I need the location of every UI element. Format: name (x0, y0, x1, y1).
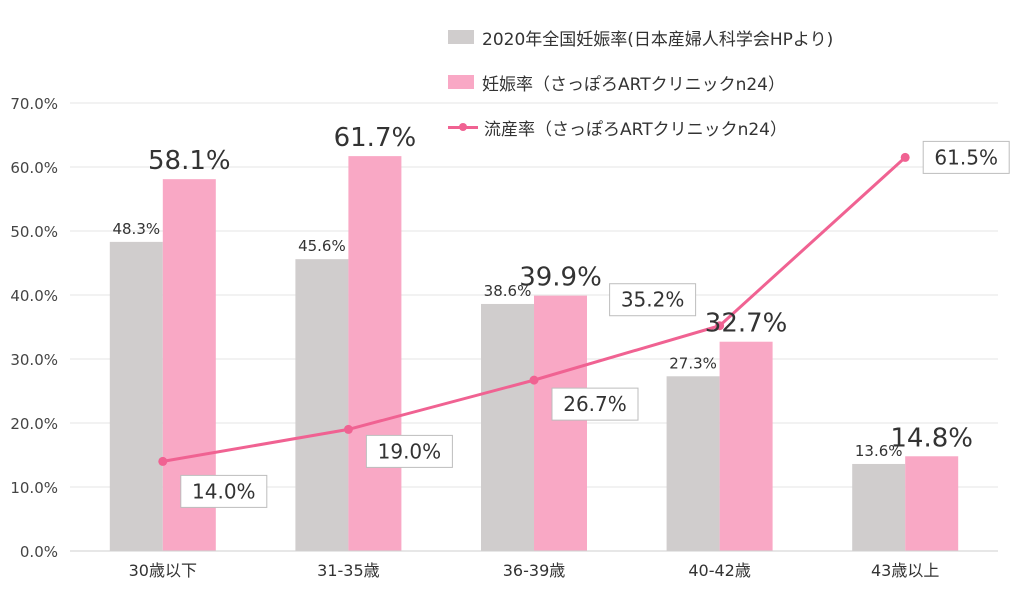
y-tick-label: 20.0% (10, 415, 58, 433)
data-label-pregnancy: 58.1% (148, 146, 231, 176)
bar-pregnancy (719, 341, 773, 551)
line-label-box (922, 140, 1010, 174)
y-tick-label: 70.0% (10, 95, 58, 113)
legend: 2020年全国妊娠率(日本産婦人科学会HPより) 妊娠率（さっぽろARTクリニッ… (448, 22, 833, 157)
bar-pregnancy (534, 295, 587, 551)
data-label-pregnancy: 14.8% (890, 423, 973, 453)
data-label-national: 27.3% (669, 354, 717, 372)
line-point (715, 321, 725, 331)
y-tick-label: 10.0% (10, 479, 58, 497)
y-tick-label: 40.0% (10, 287, 58, 305)
data-label-pregnancy: 39.9% (519, 263, 602, 293)
bar-national (852, 463, 906, 551)
data-label-miscarriage: 14.0% (192, 479, 256, 503)
legend-swatch-gray (448, 30, 474, 44)
legend-label: 妊娠率（さっぽろARTクリニックn24） (482, 74, 785, 95)
x-tick-label: 31-35歳 (317, 561, 380, 580)
legend-item-pregnancy: 妊娠率（さっぽろARTクリニックn24） (448, 67, 833, 97)
line-point (529, 375, 539, 385)
data-label-national: 13.6% (855, 442, 903, 460)
data-label-pregnancy: 61.7% (334, 123, 417, 153)
bar-pregnancy (905, 456, 959, 551)
x-tick-label: 43歳以上 (871, 561, 939, 580)
data-label-miscarriage: 26.7% (563, 392, 627, 416)
x-tick-label: 30歳以下 (129, 561, 197, 580)
miscarriage-line (158, 152, 910, 466)
data-label-national: 45.6% (298, 237, 346, 255)
x-tick-label: 36-39歳 (503, 561, 566, 580)
line-point (900, 152, 910, 162)
legend-label: 流産率（さっぽろARTクリニックn24） (484, 119, 787, 140)
y-axis: 0.0% 10.0% 20.0% 30.0% 40.0% 50.0% 60.0% 70.0% (10, 95, 58, 561)
data-label-national: 48.3% (112, 220, 160, 238)
line-point (343, 424, 353, 434)
legend-label: 2020年全国妊娠率(日本産婦人科学会HPより) (482, 29, 834, 50)
line-label-box (609, 283, 697, 317)
y-tick-label: 0.0% (20, 543, 58, 561)
bar-pregnancy (348, 156, 402, 551)
bar-national (109, 241, 163, 551)
y-tick-label: 50.0% (10, 223, 58, 241)
line-label-box (180, 474, 268, 508)
legend-line-marker (448, 120, 478, 134)
data-label-miscarriage: 35.2% (621, 288, 685, 312)
x-axis: 30歳以下 31-35歳 36-39歳 40-42歳 43歳以上 (70, 550, 998, 580)
bar-national (295, 259, 349, 551)
line-label-box (365, 434, 453, 468)
bar-national (481, 303, 534, 551)
line-label-box (551, 387, 639, 421)
legend-item-national: 2020年全国妊娠率(日本産婦人科学会HPより) (448, 22, 833, 52)
data-labels: 48.3% 58.1% 45.6% 61.7% 38.6%39.9% 27.3% 32.7%… (112, 123, 1010, 508)
data-label-miscarriage: 19.0% (378, 439, 442, 463)
y-tick-label: 30.0% (10, 351, 58, 369)
data-label-national: 38.6% (484, 282, 532, 300)
bar-national (666, 376, 720, 551)
legend-item-miscarriage: 流産率（さっぽろARTクリニックn24） (448, 112, 833, 142)
x-tick-label: 40-42歳 (688, 561, 751, 580)
line-point (158, 456, 168, 466)
y-tick-label: 60.0% (10, 159, 58, 177)
legend-swatch-pink (448, 75, 474, 89)
data-label-miscarriage: 61.5% (934, 145, 998, 169)
data-label-pregnancy: 32.7% (705, 309, 788, 339)
